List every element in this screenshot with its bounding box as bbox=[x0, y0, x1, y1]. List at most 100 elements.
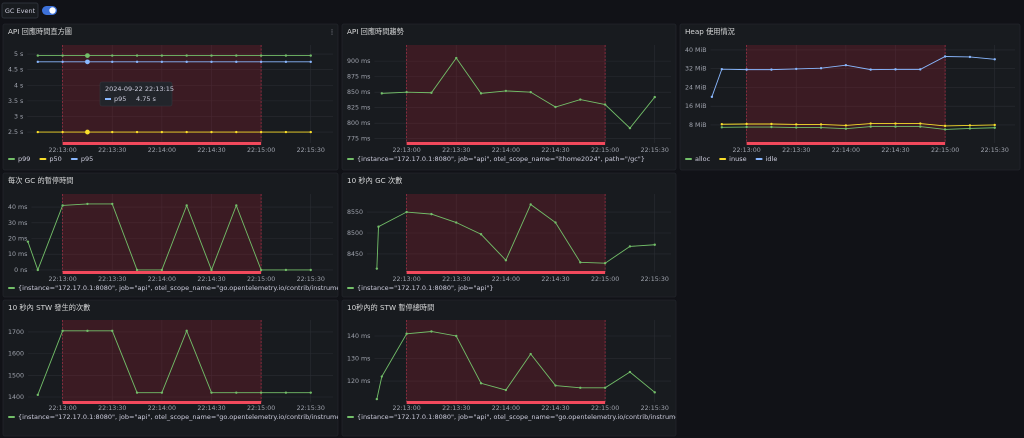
legend-label: {instance="172.17.0.1:8080", job="api"} bbox=[357, 284, 494, 292]
data-point bbox=[529, 90, 532, 94]
y-tick-label: 4 s bbox=[14, 82, 23, 89]
gc-event-region bbox=[62, 194, 262, 272]
data-point bbox=[869, 68, 872, 71]
legend-label: {instance="172.17.0.1:8080", job="api", … bbox=[357, 413, 735, 421]
data-point bbox=[405, 90, 408, 94]
data-point bbox=[309, 391, 312, 394]
data-point bbox=[135, 130, 139, 134]
data-point bbox=[61, 60, 64, 64]
data-point bbox=[309, 60, 312, 64]
data-point bbox=[968, 55, 972, 59]
data-point bbox=[968, 124, 972, 127]
legend-label: idle bbox=[766, 155, 778, 163]
x-tick-label: 22:13:30 bbox=[442, 405, 470, 412]
data-point bbox=[795, 123, 798, 126]
legend-label: p95 bbox=[81, 155, 93, 163]
legend-label: {instance="172.17.0.1:8080", job="api", … bbox=[18, 413, 396, 421]
gc-event-region bbox=[406, 45, 606, 143]
data-point bbox=[430, 330, 433, 333]
data-point bbox=[185, 130, 188, 134]
data-point bbox=[135, 391, 139, 394]
legend-swatch bbox=[70, 158, 78, 160]
data-point bbox=[745, 68, 748, 71]
x-tick-label: 22:14:30 bbox=[197, 405, 225, 412]
y-tick-label: 8450 bbox=[347, 251, 363, 258]
x-tick-label: 22:14:30 bbox=[197, 147, 225, 154]
legend-label: p99 bbox=[18, 155, 30, 163]
x-tick-label: 22:15:30 bbox=[641, 276, 669, 283]
data-point bbox=[720, 126, 724, 129]
data-point bbox=[405, 332, 408, 335]
data-point bbox=[770, 68, 773, 71]
data-point bbox=[993, 123, 996, 127]
data-point bbox=[61, 204, 64, 207]
x-tick-label: 22:15:30 bbox=[641, 147, 669, 154]
x-tick-label: 22:13:30 bbox=[442, 147, 470, 154]
data-point bbox=[235, 54, 238, 57]
x-tick-label: 22:14:00 bbox=[492, 276, 520, 283]
data-point bbox=[993, 58, 996, 61]
data-point bbox=[430, 212, 433, 216]
data-point bbox=[377, 225, 380, 228]
x-tick-label: 22:13:00 bbox=[732, 147, 760, 154]
y-tick-label: 30 ms bbox=[8, 220, 27, 227]
legend-label: p50 bbox=[49, 155, 61, 163]
data-point bbox=[819, 123, 823, 126]
y-tick-label: 20 ms bbox=[8, 236, 27, 243]
y-tick-label: 3 s bbox=[14, 113, 23, 120]
data-point bbox=[455, 221, 458, 224]
data-point bbox=[603, 103, 607, 106]
hover-point bbox=[85, 53, 90, 59]
data-point bbox=[628, 245, 632, 248]
panel-title: API 回應時間趨勢 bbox=[347, 27, 404, 36]
data-point bbox=[380, 92, 384, 95]
data-point bbox=[86, 202, 89, 206]
data-point bbox=[235, 130, 238, 134]
data-point bbox=[720, 67, 724, 71]
data-point bbox=[111, 60, 114, 64]
gc-event-button[interactable] bbox=[1, 2, 39, 19]
data-point bbox=[869, 125, 872, 128]
y-tick-label: 825 ms bbox=[347, 105, 370, 112]
data-point bbox=[529, 352, 532, 356]
x-tick-label: 22:13:30 bbox=[98, 276, 126, 283]
panel-title: Heap 使用情況 bbox=[685, 27, 735, 36]
legend-label: {instance="172.17.0.1:8080", job="api", … bbox=[18, 284, 396, 292]
tooltip bbox=[99, 81, 173, 107]
data-point bbox=[135, 54, 139, 57]
legend-label: alloc bbox=[695, 155, 711, 163]
data-point bbox=[554, 105, 557, 109]
legend-label: inuse bbox=[729, 155, 746, 163]
panel-title: 每次 GC 的暫停時間 bbox=[8, 176, 73, 185]
x-tick-label: 22:15:30 bbox=[297, 147, 325, 154]
y-tick-label: 8 MiB bbox=[689, 122, 707, 129]
data-point bbox=[309, 268, 312, 272]
panel-title: API 回應時間直方圖 bbox=[8, 27, 72, 36]
x-tick-label: 22:13:00 bbox=[392, 276, 420, 283]
y-tick-label: 120 ms bbox=[347, 378, 370, 385]
data-point bbox=[795, 67, 798, 71]
y-tick-label: 1600 bbox=[8, 351, 24, 358]
data-point bbox=[745, 125, 748, 129]
gc-event-label[interactable]: GC Event bbox=[5, 7, 36, 15]
data-point bbox=[504, 259, 508, 262]
data-point bbox=[653, 391, 656, 394]
data-point bbox=[309, 54, 312, 57]
x-tick-label: 22:13:30 bbox=[442, 276, 470, 283]
panel-menu: ⋮ bbox=[329, 28, 336, 36]
data-point bbox=[430, 91, 433, 94]
data-point bbox=[259, 391, 263, 394]
data-point bbox=[36, 130, 40, 134]
data-point bbox=[185, 329, 188, 333]
x-tick-label: 22:14:30 bbox=[541, 405, 569, 412]
data-point bbox=[61, 54, 64, 57]
data-point bbox=[111, 130, 114, 134]
legend-swatch bbox=[347, 416, 354, 418]
x-tick-label: 22:15:00 bbox=[247, 276, 275, 283]
data-point bbox=[36, 393, 40, 397]
data-point bbox=[375, 397, 379, 401]
gc-event-bar bbox=[406, 271, 606, 274]
data-point bbox=[160, 130, 164, 134]
data-point bbox=[235, 60, 238, 64]
y-tick-label: 900 ms bbox=[347, 58, 370, 65]
